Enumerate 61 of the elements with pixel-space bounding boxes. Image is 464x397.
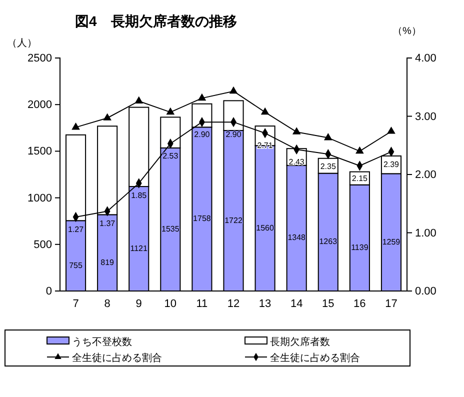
y2-tick-label: 0.00 bbox=[415, 286, 436, 298]
x-tick-label: 14 bbox=[290, 298, 303, 310]
data-label: 2.39 bbox=[383, 160, 400, 169]
y-tick-label: 2000 bbox=[28, 99, 52, 112]
legend-label: うち不登校数 bbox=[72, 336, 132, 348]
data-label: 2.90 bbox=[194, 130, 210, 140]
data-label: 1139 bbox=[351, 242, 369, 252]
y-axis-title: （人） bbox=[7, 38, 37, 49]
x-tick-label: 17 bbox=[385, 298, 398, 310]
data-label: 1348 bbox=[288, 233, 306, 242]
x-tick-label: 11 bbox=[196, 298, 208, 310]
chart-title: 図4 長期欠席者数の推移 bbox=[75, 13, 237, 29]
legend-label: 全生徒に占める割合 bbox=[72, 352, 162, 364]
data-label: 2.35 bbox=[320, 162, 336, 172]
point bbox=[356, 146, 364, 154]
y-tick-label: 500 bbox=[34, 238, 52, 251]
data-label: 2.15 bbox=[352, 174, 368, 183]
data-label: 1535 bbox=[162, 224, 180, 234]
data-label: 1.37 bbox=[100, 219, 116, 228]
x-tick-label: 16 bbox=[354, 298, 366, 310]
y-tick-label: 2500 bbox=[28, 52, 52, 65]
x-tick-label: 12 bbox=[227, 298, 240, 310]
point bbox=[324, 132, 332, 140]
x-tick-label: 9 bbox=[136, 298, 142, 310]
y-tick-label: 0 bbox=[46, 286, 52, 298]
x-tick-label: 7 bbox=[72, 298, 79, 310]
y-tick-label: 1500 bbox=[28, 146, 52, 158]
point bbox=[260, 107, 270, 115]
point bbox=[198, 93, 206, 101]
x-tick-label: 13 bbox=[258, 298, 272, 310]
data-label: 1.27 bbox=[68, 225, 84, 234]
data-label: 1560 bbox=[256, 223, 274, 232]
data-label: 1259 bbox=[382, 237, 401, 246]
data-label: 819 bbox=[100, 258, 115, 267]
data-label: 1121 bbox=[130, 244, 148, 253]
data-label: 1.85 bbox=[131, 191, 148, 200]
data-label: 2.53 bbox=[162, 152, 179, 161]
y2-axis-title: （%） bbox=[392, 26, 422, 37]
x-tick-label: 15 bbox=[322, 298, 334, 310]
point bbox=[292, 127, 301, 134]
point bbox=[103, 113, 112, 120]
x-tick-label: 10 bbox=[164, 298, 177, 310]
point bbox=[166, 107, 175, 115]
y-tick-label: 1000 bbox=[28, 192, 52, 204]
point bbox=[72, 122, 80, 130]
point bbox=[387, 126, 396, 134]
data-label: 1758 bbox=[193, 214, 212, 224]
y2-tick-label: 4.00 bbox=[415, 52, 436, 65]
x-tick-label: 8 bbox=[104, 298, 110, 310]
data-label: 1722 bbox=[224, 216, 243, 225]
data-label: 2.90 bbox=[226, 130, 242, 140]
legend-label: 長期欠席者数 bbox=[270, 336, 330, 348]
data-label: 1263 bbox=[319, 237, 338, 246]
data-label: 2.43 bbox=[288, 157, 305, 166]
legend-label: 全生徒に占める割合 bbox=[270, 352, 360, 364]
y2-tick-label: 1.00 bbox=[415, 227, 436, 240]
y2-tick-label: 2.00 bbox=[415, 169, 436, 182]
y2-tick-label: 3.00 bbox=[415, 110, 436, 123]
data-label: 755 bbox=[69, 260, 83, 270]
point bbox=[134, 96, 144, 104]
point bbox=[229, 86, 238, 94]
